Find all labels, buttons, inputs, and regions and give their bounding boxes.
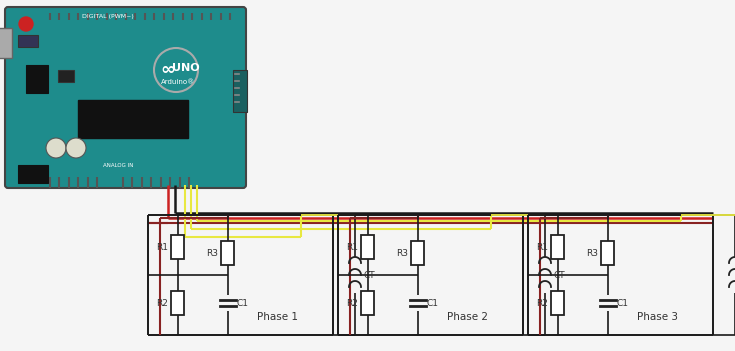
Circle shape — [66, 138, 86, 158]
Text: Arduino®: Arduino® — [161, 79, 195, 85]
Bar — [18, 165, 48, 183]
Text: R3: R3 — [206, 249, 218, 258]
Bar — [233, 70, 247, 112]
Text: R2: R2 — [536, 298, 548, 307]
Text: Phase 1: Phase 1 — [257, 312, 298, 322]
Bar — [58, 70, 74, 82]
Text: R1: R1 — [346, 243, 358, 252]
Text: R3: R3 — [396, 249, 408, 258]
Text: R1: R1 — [156, 243, 168, 252]
Bar — [78, 100, 188, 138]
Circle shape — [46, 138, 66, 158]
Bar — [18, 35, 38, 47]
Bar — [171, 291, 184, 315]
Text: UNO: UNO — [172, 63, 200, 73]
Bar — [221, 241, 234, 265]
Text: ∞: ∞ — [160, 61, 176, 79]
Text: Phase 2: Phase 2 — [448, 312, 489, 322]
Text: CT: CT — [554, 271, 566, 279]
FancyBboxPatch shape — [5, 7, 246, 188]
Text: R1: R1 — [536, 243, 548, 252]
Text: ANALOG IN: ANALOG IN — [103, 163, 133, 168]
Text: C1: C1 — [427, 298, 439, 307]
Circle shape — [154, 48, 198, 92]
Text: R2: R2 — [346, 298, 358, 307]
Text: R3: R3 — [586, 249, 598, 258]
Text: C1: C1 — [237, 298, 249, 307]
Bar — [551, 235, 564, 259]
Bar — [362, 235, 375, 259]
Bar — [0, 28, 12, 58]
Bar — [26, 65, 48, 93]
Bar — [551, 291, 564, 315]
Bar — [171, 235, 184, 259]
Bar — [412, 241, 425, 265]
Text: Phase 3: Phase 3 — [637, 312, 678, 322]
Text: R2: R2 — [156, 298, 168, 307]
Text: C1: C1 — [617, 298, 629, 307]
Bar — [362, 291, 375, 315]
Text: DIGITAL (PWM~): DIGITAL (PWM~) — [82, 14, 134, 19]
Text: CT: CT — [364, 271, 376, 279]
Bar — [601, 241, 614, 265]
Circle shape — [19, 17, 33, 31]
